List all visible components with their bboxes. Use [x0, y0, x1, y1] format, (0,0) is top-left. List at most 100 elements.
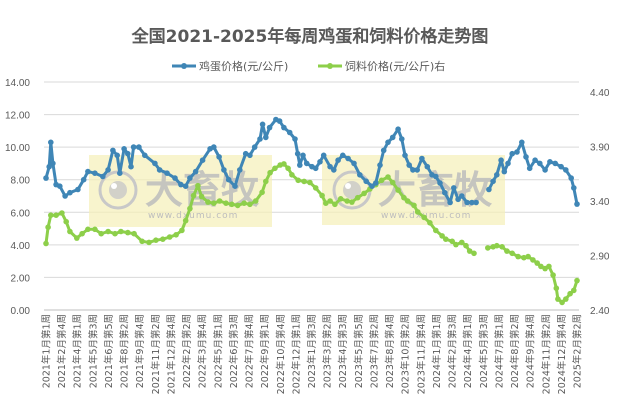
data-point — [466, 248, 473, 254]
data-point — [48, 139, 54, 146]
legend-item-egg[interactable]: 鸡蛋价格(元/公斤) — [172, 59, 288, 73]
data-point — [92, 226, 98, 233]
data-point — [251, 144, 258, 150]
data-point — [406, 162, 413, 168]
data-point — [286, 129, 293, 136]
data-point — [437, 180, 443, 186]
data-point — [59, 210, 65, 216]
data-point — [464, 199, 470, 206]
data-point — [247, 152, 253, 159]
data-point — [182, 183, 189, 189]
data-point — [515, 253, 521, 260]
x-axis-labels: 2021年1月第1周 2021年2月第4周 2021年4月第1周 2021年5月第3周… — [41, 314, 584, 394]
legend-egg-label: 鸡蛋价格(元/公斤) — [199, 59, 288, 73]
y-right-tick-label: 3.90 — [590, 143, 610, 154]
x-tick-label: 2023年7月第2周 — [368, 314, 380, 388]
data-point — [252, 198, 259, 204]
x-tick-label: 2021年6月第5周 — [103, 314, 115, 388]
data-point — [211, 200, 217, 206]
series-egg-line — [43, 116, 580, 207]
data-point — [514, 149, 520, 155]
data-point — [494, 172, 500, 178]
x-tick-label: 2022年3月第4周 — [197, 314, 209, 388]
x-tick-label: 2021年2月第4周 — [56, 314, 68, 388]
data-point — [389, 179, 396, 186]
data-point — [67, 228, 73, 235]
data-point — [357, 172, 363, 178]
data-point — [225, 176, 232, 183]
data-point — [112, 230, 118, 237]
legend-feed-label: 饲料价格(元/公斤)右 — [345, 59, 445, 73]
data-point — [327, 198, 333, 204]
x-tick-label: 2023年10月第2周 — [400, 314, 412, 394]
data-point — [521, 254, 527, 261]
data-point — [530, 257, 536, 263]
data-point — [363, 178, 370, 185]
data-point — [285, 165, 291, 172]
x-tick-label: 2023年5月第5周 — [353, 314, 365, 388]
data-point — [152, 160, 158, 167]
y-right-tick-label: 2.90 — [590, 252, 610, 263]
x-tick-label: 2024年11月第2周 — [540, 314, 552, 394]
data-point — [563, 296, 569, 302]
data-point — [297, 162, 303, 168]
data-point — [424, 163, 431, 170]
data-point — [443, 236, 449, 242]
y-axis-left: 0.00 2.00 4.00 6.00 8.00 10.00 12.00 14.00 — [5, 78, 30, 317]
x-tick-label: 2024年4月第1周 — [462, 314, 474, 388]
series-feed-line — [43, 161, 580, 306]
y-axis-right: 2.40 2.90 3.40 3.90 4.40 — [590, 88, 610, 317]
data-point — [463, 242, 469, 249]
data-point — [377, 162, 383, 168]
y-left-tick-label: 6.00 — [11, 208, 31, 219]
data-point — [327, 163, 333, 170]
data-point — [223, 200, 229, 206]
data-point — [190, 192, 197, 199]
x-tick-label: 2024年2月第3周 — [447, 314, 459, 388]
data-point — [79, 230, 85, 237]
data-point — [395, 126, 401, 132]
data-point — [331, 167, 337, 173]
data-point — [259, 189, 265, 196]
data-point — [473, 199, 479, 206]
data-point — [552, 160, 558, 167]
data-point — [354, 194, 361, 201]
data-point — [414, 209, 421, 215]
data-point — [385, 139, 391, 146]
data-point — [451, 185, 457, 191]
data-point — [490, 178, 496, 185]
data-point — [509, 150, 515, 157]
data-point — [195, 182, 201, 189]
data-point — [74, 235, 80, 241]
data-point — [410, 167, 416, 173]
data-point — [469, 199, 475, 206]
data-point — [319, 192, 325, 199]
data-point — [292, 136, 298, 142]
data-point — [187, 205, 193, 212]
data-point — [526, 165, 533, 172]
data-point — [241, 200, 247, 206]
data-point — [553, 285, 560, 292]
legend-item-feed[interactable]: 饲料价格(元/公斤)右 — [318, 59, 445, 73]
data-point — [525, 253, 531, 260]
x-tick-label: 2023年8月第4周 — [384, 314, 396, 388]
data-point — [486, 186, 492, 193]
data-point — [538, 263, 544, 270]
data-point — [139, 238, 145, 245]
data-point — [166, 234, 173, 240]
data-point — [542, 167, 548, 173]
data-point — [105, 167, 111, 173]
data-point — [173, 232, 179, 238]
data-point — [110, 147, 116, 154]
data-point — [335, 157, 341, 163]
data-point — [499, 244, 505, 250]
data-point — [337, 196, 344, 202]
data-point — [267, 169, 273, 176]
data-point — [571, 185, 577, 191]
data-point — [485, 245, 491, 251]
data-point — [221, 167, 227, 173]
data-point — [571, 287, 577, 294]
data-point — [378, 177, 385, 184]
data-point — [263, 134, 269, 141]
data-point — [439, 233, 445, 239]
